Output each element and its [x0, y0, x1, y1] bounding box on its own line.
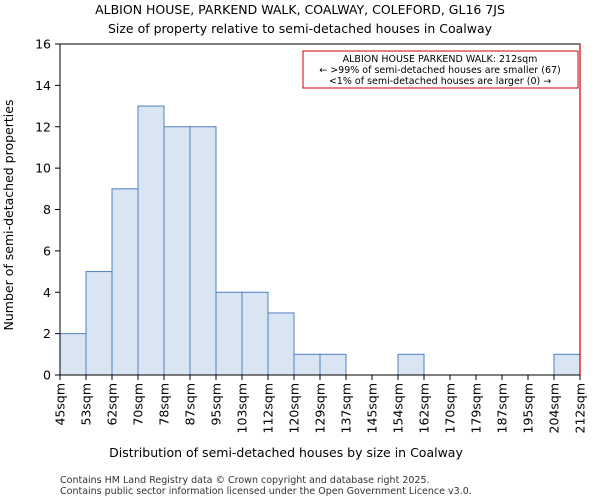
annotation-frame [302, 50, 579, 89]
x-tick-label: 187sqm [495, 383, 510, 433]
annotation-line3: <1% of semi-detached houses are larger (… [329, 76, 551, 87]
x-tick-label: 179sqm [469, 383, 484, 433]
bar-103sqm [241, 291, 269, 376]
x-tick-label: 162sqm [417, 383, 432, 433]
x-tick-label: 129sqm [313, 383, 328, 433]
y-tick-label: 16 [35, 37, 51, 52]
bar-112sqm [267, 312, 295, 376]
bar-53sqm [85, 271, 113, 376]
bar-95sqm [215, 291, 243, 376]
x-axis-label: Distribution of semi-detached houses by … [109, 445, 463, 460]
chart-title-line1: ALBION HOUSE, PARKEND WALK, COALWAY, COL… [95, 2, 505, 17]
y-tick-label: 4 [43, 285, 51, 300]
annotation-line2: ← >99% of semi-detached houses are small… [319, 65, 561, 76]
bar-120sqm [293, 353, 321, 376]
x-tick-label: 70sqm [131, 383, 146, 426]
x-tick-label: 212sqm [573, 383, 588, 433]
x-tick-label: 137sqm [339, 383, 354, 433]
x-tick-label: 45sqm [53, 383, 68, 426]
bar-129sqm [319, 353, 347, 376]
y-axis-ticks: 0 2 4 6 8 10 12 14 16 [35, 37, 60, 383]
x-tick-label: 87sqm [183, 383, 198, 426]
y-axis-label: Number of semi-detached properties [1, 100, 16, 331]
y-tick-label: 12 [35, 119, 51, 134]
bar-154sqm [397, 353, 425, 376]
bar-70sqm [137, 105, 165, 376]
x-tick-label: 53sqm [79, 383, 94, 426]
x-tick-label: 112sqm [261, 383, 276, 433]
bar-78sqm [163, 126, 191, 376]
bar-204sqm [553, 353, 581, 376]
x-tick-label: 170sqm [443, 383, 458, 433]
x-tick-label: 103sqm [235, 383, 250, 433]
x-axis-ticks: 45sqm 53sqm 62sqm 70sqm 78sqm 87sqm 95sqm 103sq… [53, 375, 588, 433]
y-tick-label: 8 [43, 202, 51, 217]
bar-45sqm [59, 333, 87, 376]
x-tick-label: 154sqm [391, 383, 406, 433]
y-tick-label: 10 [35, 161, 51, 176]
y-tick-label: 2 [43, 326, 51, 341]
y-tick-label: 0 [43, 368, 51, 383]
bar-87sqm [189, 126, 217, 376]
y-tick-label: 14 [35, 78, 51, 93]
bar-62sqm [111, 188, 139, 376]
x-tick-label: 120sqm [287, 383, 302, 433]
x-tick-label: 195sqm [521, 383, 536, 433]
annotation-line1: ALBION HOUSE PARKEND WALK: 212sqm [343, 54, 538, 65]
footer-line1: Contains HM Land Registry data © Crown c… [60, 475, 430, 486]
x-tick-label: 62sqm [105, 383, 120, 426]
annotation-box: ALBION HOUSE PARKEND WALK: 212sqm ← >99%… [302, 50, 579, 89]
bars-group [59, 105, 581, 376]
x-tick-label: 95sqm [209, 383, 224, 426]
footer-line2: Contains public sector information licen… [60, 486, 472, 497]
x-tick-label: 145sqm [365, 383, 380, 433]
x-tick-label: 78sqm [157, 383, 172, 426]
y-tick-label: 6 [43, 243, 51, 258]
x-tick-label: 204sqm [547, 383, 562, 433]
chart-title-line2: Size of property relative to semi-detach… [108, 21, 493, 36]
